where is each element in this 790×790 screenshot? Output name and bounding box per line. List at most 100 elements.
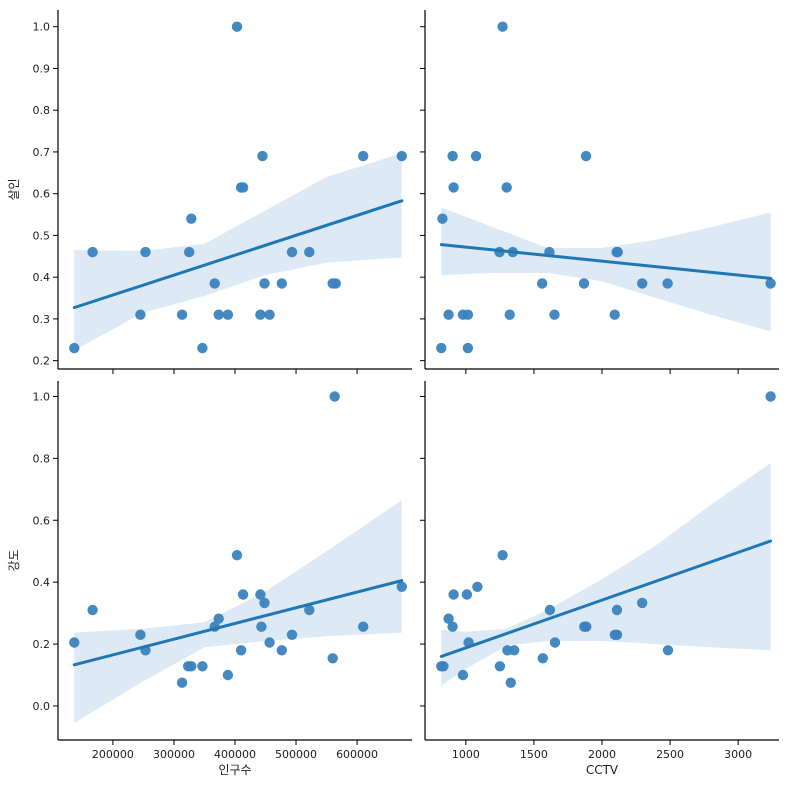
data-point [497, 550, 508, 561]
data-point [637, 278, 648, 289]
y-axis-label: 살인 [7, 178, 21, 200]
y-tick-label: 0.8 [33, 452, 51, 465]
y-tick-label: 0.0 [33, 700, 51, 713]
data-point [184, 246, 195, 258]
panel-bottom-left: 0.0 0.2 0.4 0.6 0.8 1.0 200000 300000 400000 5000… [7, 381, 412, 777]
data-point [197, 661, 208, 672]
data-point [276, 278, 287, 289]
data-point [457, 669, 469, 681]
data-point [222, 669, 234, 681]
data-point [257, 150, 268, 162]
data-point [396, 581, 407, 592]
data-point [470, 150, 482, 162]
regression-line [72, 579, 404, 667]
data-point [209, 278, 220, 289]
data-point [765, 391, 776, 402]
y-tick-label: 1.0 [33, 390, 51, 403]
data-point [462, 309, 474, 320]
x-tick-label: 1500 [520, 748, 548, 761]
data-point [87, 246, 98, 258]
data-point [443, 309, 454, 320]
data-point [504, 309, 515, 320]
data-point [259, 597, 270, 609]
x-tick-label: 200000 [92, 748, 134, 761]
x-tick-label: 2000 [588, 748, 616, 761]
data-point [544, 604, 556, 616]
data-point [437, 213, 448, 224]
data-point [662, 645, 674, 656]
y-tick-label: 0.3 [33, 313, 51, 326]
data-point [186, 661, 197, 672]
data-point [461, 589, 473, 600]
data-point [264, 309, 275, 320]
data-point [140, 246, 151, 258]
data-point [637, 597, 648, 609]
y-tick-label: 0.2 [33, 638, 51, 651]
data-point [358, 150, 369, 162]
data-point [231, 550, 243, 561]
data-point [87, 604, 98, 616]
data-point [537, 278, 548, 289]
data-point [256, 621, 267, 632]
data-point [135, 629, 146, 640]
data-point [447, 621, 458, 632]
data-point [304, 246, 315, 258]
data-point [286, 629, 298, 640]
data-point [235, 645, 247, 656]
data-point [472, 581, 483, 592]
data-point [497, 21, 508, 32]
y-tick-label: 0.2 [33, 355, 51, 368]
y-tick-label: 0.6 [33, 188, 51, 201]
data-point [505, 677, 516, 688]
data-point [609, 309, 620, 320]
data-point [213, 309, 224, 320]
data-point [549, 637, 561, 648]
data-point [69, 637, 80, 648]
panel-bottom-right: 1000 1500 2000 2500 3000 CCTV [420, 381, 779, 777]
data-point [396, 150, 407, 162]
data-point [509, 645, 520, 656]
data-point [259, 278, 270, 289]
data-point [448, 589, 459, 600]
x-axis-label: 인구수 [218, 763, 251, 777]
data-point [501, 182, 512, 193]
data-point [765, 278, 776, 289]
data-point [662, 278, 673, 289]
x-tick-label: 500000 [275, 748, 317, 761]
data-point [436, 342, 447, 354]
y-tick-label: 0.7 [33, 146, 51, 159]
data-point [264, 637, 275, 648]
x-tick-label: 300000 [153, 748, 195, 761]
data-point [222, 309, 234, 320]
data-point [443, 613, 454, 624]
regression-line [439, 243, 773, 280]
data-point [176, 309, 188, 320]
y-tick-label: 0.6 [33, 514, 51, 527]
data-point [578, 278, 590, 289]
data-point [69, 342, 80, 354]
data-point [611, 604, 623, 616]
panel-top-left: 0.2 0.3 0.4 0.5 0.6 0.7 0.8 0.9 1.0 살인 [7, 10, 412, 374]
confidence-band [441, 207, 771, 332]
x-axis-label: CCTV [586, 763, 619, 777]
y-axis-label: 강도 [7, 549, 21, 571]
regression-line [72, 199, 404, 310]
x-tick-label: 3000 [724, 748, 752, 761]
confidence-band [74, 500, 402, 723]
data-point [438, 661, 449, 672]
panel-top-right [420, 10, 779, 374]
data-point [186, 213, 197, 224]
x-tick-label: 1000 [452, 748, 480, 761]
data-point [448, 182, 459, 193]
data-point [447, 150, 458, 162]
confidence-band [74, 153, 402, 351]
data-point [612, 246, 623, 258]
data-point [286, 246, 298, 258]
data-point [327, 653, 338, 664]
data-point [537, 653, 548, 664]
data-point [549, 309, 560, 320]
data-point [304, 604, 315, 616]
data-point [213, 613, 224, 624]
data-point [580, 150, 592, 162]
data-point [135, 309, 146, 320]
